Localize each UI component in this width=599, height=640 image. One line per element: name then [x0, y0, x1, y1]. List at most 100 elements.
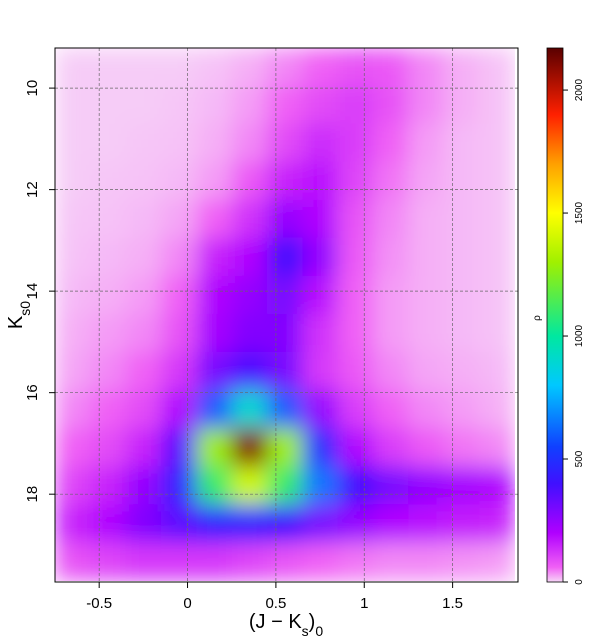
density-cell [267, 85, 303, 125]
density-cell [373, 237, 409, 277]
density-cell [408, 85, 445, 125]
density-cell [231, 504, 268, 543]
density-cell [443, 161, 480, 201]
density-cell [125, 123, 162, 163]
density-cell [479, 428, 515, 467]
density-cell [231, 428, 268, 467]
density-cell [125, 237, 162, 277]
density-cell [443, 390, 480, 429]
density-cell [231, 123, 268, 163]
plot-frame [54, 47, 519, 583]
density-cell [161, 161, 197, 201]
density-cell [196, 504, 233, 543]
density-cell [55, 237, 91, 277]
axes: -0.5 0 0.5 1 1.5 10 12 14 16 18 0 500 1000 1500 2000 [24, 48, 585, 612]
density-cell [267, 275, 303, 315]
density-cell [55, 428, 91, 467]
density-cell [267, 237, 303, 277]
density-cell [55, 504, 91, 543]
density-cell [231, 275, 268, 315]
density-cell [302, 466, 339, 505]
density-cell [231, 48, 268, 87]
density-cell [479, 237, 515, 277]
density-cell [479, 85, 515, 125]
x-tick-label: 0.5 [265, 595, 286, 612]
density-cell [443, 199, 480, 239]
density-cell [337, 504, 374, 543]
density-cell [373, 161, 409, 201]
density-cell [302, 161, 339, 201]
density-cell [196, 352, 233, 391]
density-cell [302, 542, 339, 581]
density-cell [196, 275, 233, 315]
density-cell [125, 85, 162, 125]
density-cell [443, 504, 480, 543]
density-cell [302, 428, 339, 467]
density-cell [337, 199, 374, 239]
density-cell [161, 542, 197, 581]
density-cell [55, 123, 91, 163]
density-cell [408, 390, 445, 429]
density-cell [90, 123, 127, 163]
density-cell [479, 161, 515, 201]
colorbar-tick-label: 1500 [574, 201, 585, 224]
density-cell [443, 352, 480, 391]
density-cell [408, 352, 445, 391]
colorbar-tick-label: 500 [574, 450, 585, 467]
density-cell [231, 199, 268, 239]
density-cell [302, 85, 339, 125]
density-cell [373, 390, 409, 429]
x-tick-label: 1 [360, 595, 368, 612]
density-cell [196, 48, 233, 87]
density-cell [373, 466, 409, 505]
density-cell [90, 161, 127, 201]
density-cell [408, 428, 445, 467]
density-cell [373, 313, 409, 353]
density-cell [125, 390, 162, 429]
density-cell [267, 352, 303, 391]
density-cell [125, 161, 162, 201]
density-cell [90, 313, 127, 353]
y-axis-label: Ks0 [5, 301, 33, 329]
density-cell [408, 542, 445, 581]
density-cell [196, 313, 233, 353]
density-cell [196, 161, 233, 201]
density-cell [373, 352, 409, 391]
density-cell [373, 48, 409, 87]
density-cell [196, 199, 233, 239]
density-cell [302, 352, 339, 391]
density-cell [337, 237, 374, 277]
density-cell [479, 352, 515, 391]
density-cell [373, 542, 409, 581]
density-cell [408, 237, 445, 277]
density-cell [373, 85, 409, 125]
density-cell [231, 352, 268, 391]
density-cell [443, 275, 480, 315]
density-cell [302, 199, 339, 239]
density-cell [231, 161, 268, 201]
density-cell [267, 123, 303, 163]
density-cell [408, 48, 445, 87]
density-cell [443, 123, 480, 163]
density-cell [373, 199, 409, 239]
density-cell [161, 48, 197, 87]
density-cell [90, 237, 127, 277]
density-cell [196, 390, 233, 429]
density-cell [90, 390, 127, 429]
colorbar-label: ρ [532, 315, 543, 321]
colorbar-tick-label: 0 [574, 579, 585, 585]
density-cell [231, 85, 268, 125]
density-cell [125, 504, 162, 543]
density-cell [267, 542, 303, 581]
density-cell [337, 85, 374, 125]
density-cell [161, 504, 197, 543]
colorbar [546, 47, 564, 583]
density-cell [196, 542, 233, 581]
density-cell [302, 390, 339, 429]
density-cell [55, 542, 91, 581]
density-cell [267, 161, 303, 201]
density-cell [55, 199, 91, 239]
density-cell [337, 48, 374, 87]
density-cell [337, 542, 374, 581]
density-cell [90, 504, 127, 543]
